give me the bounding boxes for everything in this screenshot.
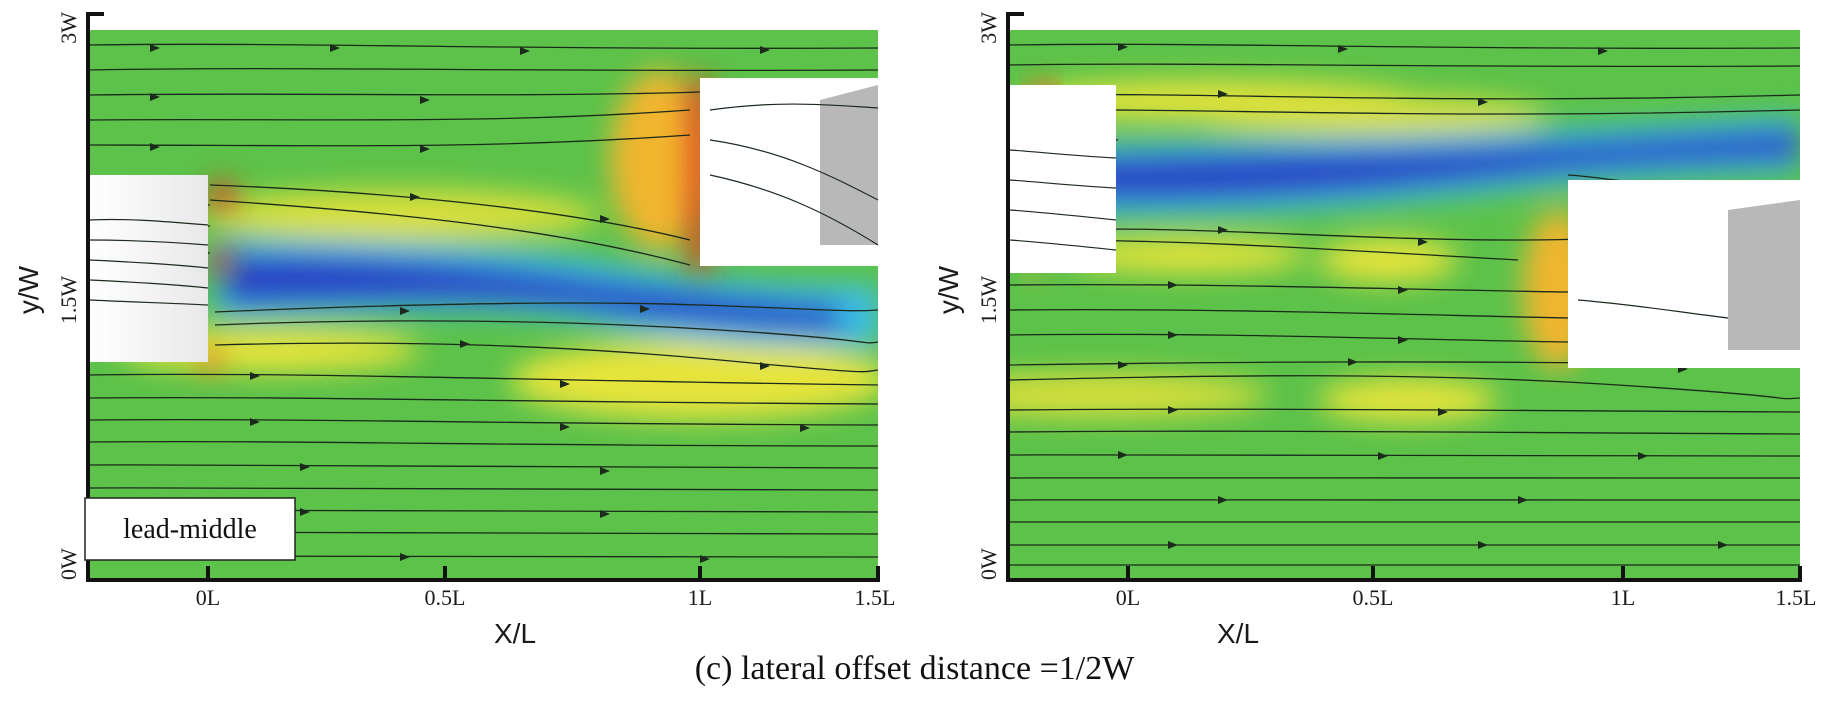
contour-field	[88, 30, 878, 578]
x-axis-title: X/L	[494, 618, 536, 649]
x-tick-1: 0.5L	[1353, 585, 1394, 610]
axes	[86, 12, 880, 582]
y-tick-1: 1.5W	[56, 276, 81, 325]
x-tick-2: 1L	[688, 585, 712, 610]
y-axis-title: y/W	[13, 265, 44, 314]
y-axis-title: y/W	[933, 265, 964, 314]
panel-right: 0L 0.5L 1L 1.5L 0W 1.5W 3W X/L y/W	[933, 12, 1817, 649]
contour-field	[1008, 30, 1800, 578]
x-tick-3: 1.5L	[1776, 585, 1817, 610]
x-tick-2: 1L	[1611, 585, 1635, 610]
y-tick-1: 1.5W	[976, 276, 1001, 325]
x-tick-0: 0L	[196, 585, 220, 610]
y-tick-0: 0W	[976, 548, 1001, 580]
x-tick-3: 1.5L	[855, 585, 896, 610]
case-label: lead-middle	[123, 514, 257, 545]
panel-lead-middle: lead-middle 0L 0.5L 1L 1.5L 0W 1.5W 3W X…	[13, 12, 896, 649]
x-tick-1: 0.5L	[425, 585, 466, 610]
y-tick-2: 3W	[976, 12, 1001, 44]
x-tick-0: 0L	[1116, 585, 1140, 610]
figure-caption: (c) lateral offset distance =1/2W	[694, 650, 1135, 687]
x-axis-title: X/L	[1217, 618, 1259, 649]
y-tick-2: 3W	[56, 12, 81, 44]
case-label-box: lead-middle	[84, 497, 296, 561]
streamline-arrows	[1118, 43, 1728, 549]
lead-vehicle-body	[88, 175, 208, 362]
y-tick-0: 0W	[56, 548, 81, 580]
axes	[1006, 12, 1802, 582]
